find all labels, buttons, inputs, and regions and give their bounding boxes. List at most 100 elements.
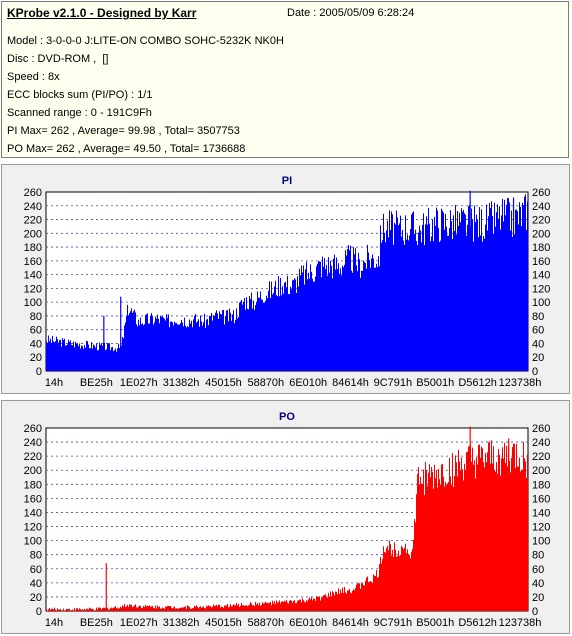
data-bar — [160, 608, 161, 611]
data-bar — [292, 280, 293, 371]
y-tick-label-left: 260 — [24, 187, 42, 199]
data-bar — [215, 312, 216, 371]
data-bar — [406, 553, 407, 611]
data-bar — [510, 230, 511, 371]
data-bar — [307, 279, 308, 371]
data-bar — [468, 446, 469, 611]
data-bar — [511, 210, 512, 371]
data-bar — [373, 258, 374, 371]
data-bar — [206, 605, 207, 611]
data-bar — [159, 323, 160, 371]
data-bar — [426, 216, 427, 371]
data-bar — [405, 543, 406, 611]
data-bar — [179, 607, 180, 611]
x-tick-label: 9C791h — [374, 617, 413, 629]
data-bar — [352, 590, 353, 611]
data-bar — [113, 607, 114, 611]
data-bar — [478, 445, 479, 611]
data-bar — [359, 259, 360, 371]
y-tick-label-left: 40 — [30, 578, 42, 590]
data-bar — [138, 606, 139, 611]
data-bar — [276, 600, 277, 611]
data-bar — [504, 199, 505, 371]
data-bar — [117, 348, 118, 371]
data-bar — [245, 605, 246, 611]
data-bar — [323, 595, 324, 611]
chart-title: PI — [282, 175, 292, 187]
data-bar — [81, 609, 82, 611]
data-bar — [69, 341, 70, 371]
data-bar — [208, 325, 209, 371]
data-bar — [227, 603, 228, 611]
data-bar — [314, 281, 315, 371]
data-bar — [503, 458, 504, 611]
data-bar — [130, 311, 131, 371]
data-bar — [440, 240, 441, 371]
data-bar — [210, 605, 211, 611]
data-bar — [267, 602, 268, 611]
data-bar — [328, 592, 329, 611]
data-bar — [400, 215, 401, 371]
data-bar — [241, 299, 242, 371]
data-bar — [398, 225, 399, 371]
data-bar — [116, 351, 117, 371]
data-bar — [501, 458, 502, 611]
data-bar — [391, 211, 392, 371]
data-bar — [115, 606, 116, 611]
data-bar — [446, 226, 447, 371]
data-bar — [240, 301, 241, 371]
data-bar — [86, 608, 87, 611]
data-bar — [336, 257, 337, 371]
data-bar — [292, 602, 293, 611]
data-bar — [308, 599, 309, 611]
x-tick-label: D5612h — [458, 377, 497, 389]
data-bar — [316, 596, 317, 611]
x-tick-label: D5612h — [458, 617, 497, 629]
data-bar — [249, 604, 250, 611]
data-bar — [170, 321, 171, 371]
data-bar — [158, 607, 159, 611]
data-bar — [490, 207, 491, 371]
y-tick-label-left: 140 — [24, 270, 42, 282]
data-bar — [505, 462, 506, 611]
data-bar — [237, 318, 238, 371]
data-bar — [354, 254, 355, 371]
x-tick-label: B5001h — [416, 617, 454, 629]
data-bar — [407, 234, 408, 371]
data-bar — [82, 346, 83, 371]
data-bar — [324, 594, 325, 611]
data-bar — [131, 604, 132, 611]
data-bar — [165, 606, 166, 611]
data-bar — [318, 261, 319, 371]
data-bar — [169, 605, 170, 611]
data-bar — [472, 447, 473, 611]
x-tick-label: B5001h — [416, 377, 454, 389]
data-bar — [275, 280, 276, 371]
data-bar — [373, 574, 374, 611]
data-bar — [76, 343, 77, 371]
data-bar — [437, 487, 438, 611]
data-bar — [341, 275, 342, 371]
data-bar — [196, 605, 197, 611]
data-bar — [169, 327, 170, 371]
data-bar — [256, 604, 257, 611]
y-tick-label-left: 140 — [24, 507, 42, 519]
data-bar — [217, 313, 218, 371]
data-bar — [351, 270, 352, 371]
data-bar — [417, 245, 418, 371]
data-bar — [457, 476, 458, 611]
data-bar — [203, 322, 204, 371]
data-bar — [428, 208, 429, 371]
x-tick-label: 123738h — [499, 377, 542, 389]
data-bar — [249, 296, 250, 371]
y-tick-label-left: 120 — [24, 283, 42, 295]
data-bar — [262, 299, 263, 371]
data-bar — [205, 608, 206, 611]
data-bar — [488, 442, 489, 611]
data-bar — [214, 605, 215, 611]
data-bar — [361, 270, 362, 371]
data-bar — [526, 477, 527, 611]
data-bar — [473, 241, 474, 371]
y-tick-label-right: 220 — [532, 451, 550, 463]
data-bar — [108, 609, 109, 611]
